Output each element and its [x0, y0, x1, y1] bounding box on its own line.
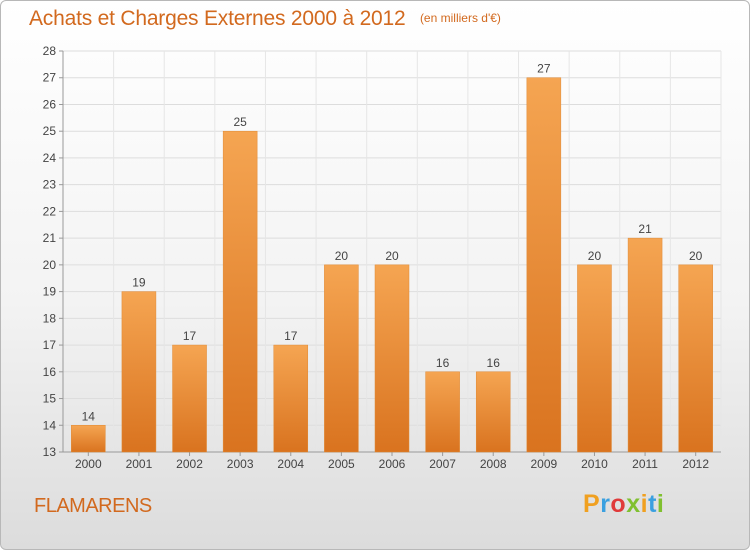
x-tick-label-2002: 2002	[176, 457, 203, 471]
y-tick-label: 27	[43, 71, 57, 85]
y-tick-label: 17	[43, 338, 57, 352]
value-label-2011: 21	[638, 222, 652, 236]
y-tick-label: 21	[43, 231, 57, 245]
x-tick-label-2009: 2009	[530, 457, 557, 471]
value-label-2004: 17	[284, 329, 298, 343]
value-label-2005: 20	[335, 249, 349, 263]
logo-letter: P	[583, 490, 601, 518]
y-tick-label: 25	[43, 124, 57, 138]
y-tick-label: 16	[43, 365, 57, 379]
value-label-2010: 20	[588, 249, 602, 263]
bars	[71, 77, 713, 453]
x-tick-label-2000: 2000	[75, 457, 102, 471]
logo-letter: r	[600, 490, 611, 518]
value-label-2001: 19	[132, 276, 146, 290]
value-label-2008: 16	[487, 356, 501, 370]
logo-letter: i	[640, 490, 649, 518]
chart-unit-note: (en milliers d'€)	[419, 11, 501, 25]
proxiti-logo: Proxiti	[583, 490, 664, 519]
bar-2003	[222, 130, 258, 453]
bar-2000	[71, 425, 106, 453]
data-labels: 14 19 17 25 17 20 20 16 16 27 20 21 20	[82, 62, 703, 424]
bar-2008	[475, 371, 511, 453]
x-tick-label-2007: 2007	[429, 457, 456, 471]
x-tick-label-2012: 2012	[682, 457, 709, 471]
bar-2011	[627, 237, 663, 453]
bar-2010	[577, 264, 612, 453]
bar-2002	[172, 344, 207, 453]
y-tick-label: 18	[43, 311, 57, 325]
y-tick-label: 14	[43, 418, 57, 432]
y-tick-label: 23	[43, 178, 57, 192]
y-tick-label: 22	[43, 204, 57, 218]
bar-2001	[121, 291, 157, 453]
logo-letter: x	[626, 490, 641, 518]
x-tick-label-2010: 2010	[581, 457, 608, 471]
bar-2009	[526, 77, 562, 453]
x-tick-label-2008: 2008	[480, 457, 507, 471]
bar-2006	[374, 264, 410, 453]
logo-letter: o	[610, 490, 627, 518]
y-tick-label: 13	[43, 445, 57, 459]
x-tick-label-2005: 2005	[328, 457, 355, 471]
x-tick-label-2011: 2011	[632, 457, 658, 471]
y-tick-label: 28	[43, 44, 57, 58]
y-tick-label: 26	[43, 97, 57, 111]
x-tick-label-2006: 2006	[379, 457, 406, 471]
x-tick-label-2001: 2001	[126, 457, 153, 471]
y-tick-label: 24	[43, 151, 57, 165]
value-label-2002: 17	[183, 329, 197, 343]
y-tick-label: 15	[43, 392, 57, 406]
value-label-2012: 20	[689, 249, 703, 263]
title-block: Achats et Charges Externes 2000 à 2012 (…	[29, 7, 501, 31]
y-tick-label: 19	[43, 285, 57, 299]
value-label-2006: 20	[385, 249, 399, 263]
bar-2012	[678, 264, 713, 453]
chart-title: Achats et Charges Externes 2000 à 2012	[29, 7, 406, 30]
value-label-2000: 14	[82, 409, 96, 423]
value-label-2009: 27	[537, 62, 551, 76]
commune-name: FLAMARENS	[34, 495, 152, 517]
value-label-2007: 16	[436, 356, 450, 370]
logo-letter: t	[648, 490, 657, 518]
x-tick-label-2003: 2003	[227, 457, 254, 471]
bar-2005	[324, 264, 359, 453]
bar-2004	[273, 344, 309, 453]
y-tick-label: 20	[43, 258, 57, 272]
bar-2007	[425, 371, 460, 453]
x-tick-label-2004: 2004	[277, 457, 304, 471]
logo-letter: i	[656, 490, 665, 518]
value-label-2003: 25	[233, 115, 247, 129]
